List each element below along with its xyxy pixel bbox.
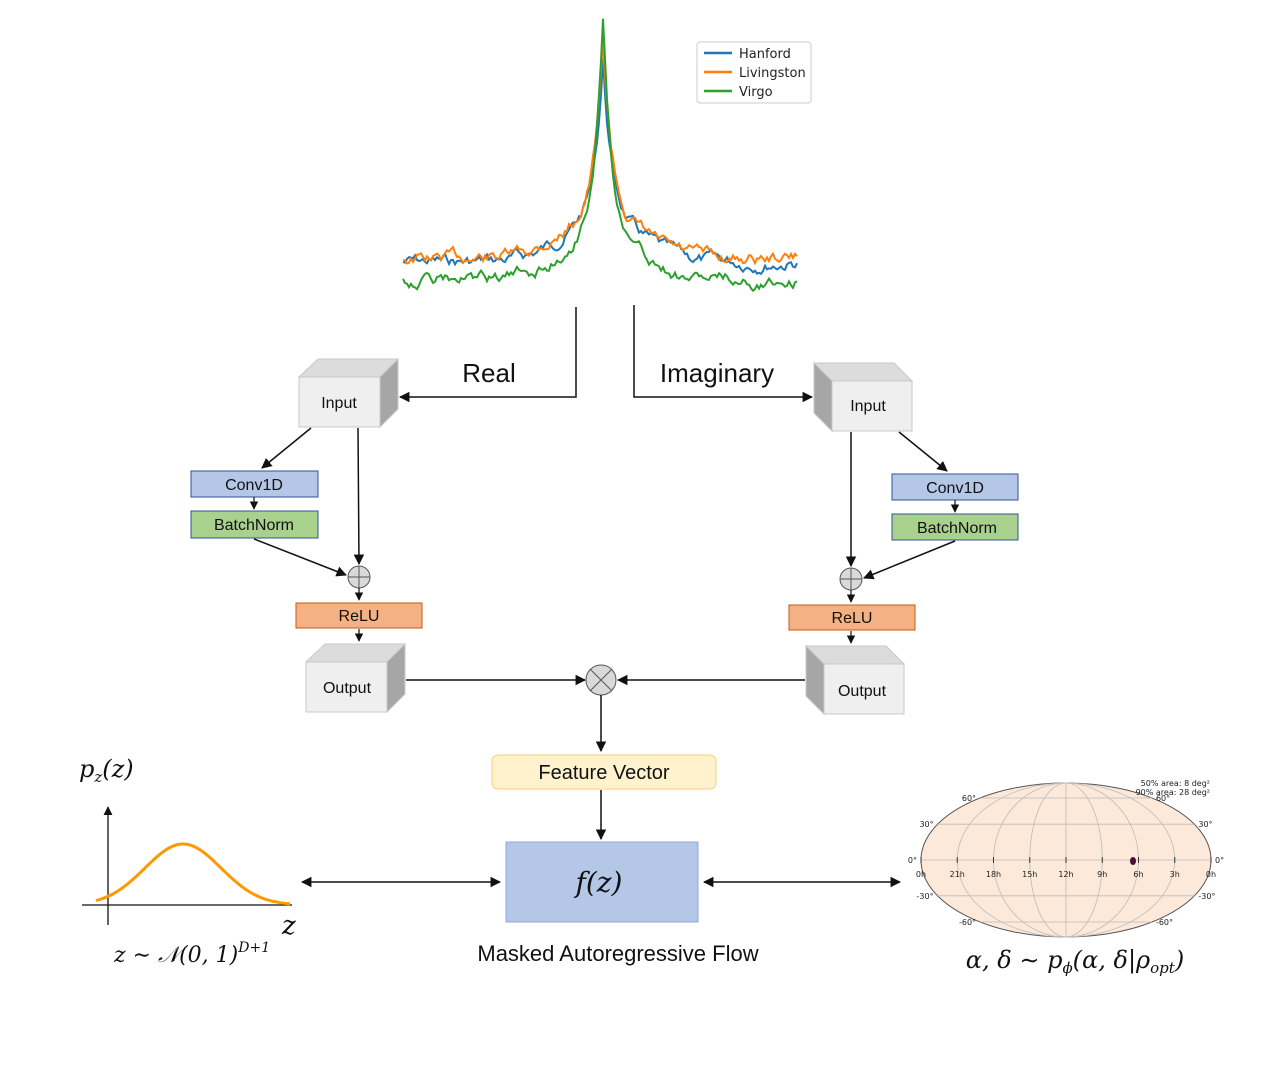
feature-vector-box [491,754,717,790]
prior-xlabel: z [281,911,296,941]
right-conv1d-label: Conv1D [926,480,984,497]
legend-label-virgo: Virgo [739,85,773,100]
right-conv1d-box [891,473,1019,501]
feature-vector-label: Feature Vector [538,762,670,784]
right-relu-label: ReLU [832,610,873,627]
arrow-right-bn-to-add [863,540,956,580]
prior-plot: pz(z) z z ∼ 𝒩(0, 1)D+1 [79,755,296,968]
skymap: 50% area: 8 deg² 90% area: 28 deg² 60° 30… [908,779,1224,977]
skymap-ra-label: 9h [1097,870,1107,879]
right-output-label: Output [838,683,887,700]
left-residual-block: Input Conv1D BatchNorm ReLU Output [190,357,423,714]
skymap-dec-label: -30° [1198,892,1215,901]
split-connectors: Real Imaginary [398,305,814,403]
skymap-dec-label: 30° [1198,820,1212,829]
skymap-dec-labels-left: 60° 30° 0° -30° -60° [908,794,976,927]
right-relu-box [788,604,916,631]
skymap-dec-label: -60° [1156,918,1173,927]
skymap-ra-label: 6h [1133,870,1143,879]
arrow-real-to-input [398,307,577,403]
skymap-ra-label: 3h [1170,870,1180,879]
skymap-ra-labels: 0h 21h 18h 15h 12h 9h 6h 3h 0h [916,857,1216,879]
skymap-dec-label: -60° [959,918,976,927]
skymap-ra-label: 0h [916,870,926,879]
skymap-dec-label: 0° [1215,856,1224,865]
merge-section: Feature Vector [406,664,805,841]
skymap-ra-label: 0h [1206,870,1216,879]
flow-section: f(z) Masked Autoregressive Flow [300,841,902,966]
label-real: Real [462,358,515,388]
left-input-cube: Input [297,357,400,429]
skymap-dec-label: 0° [908,856,917,865]
prior-caption: z ∼ 𝒩(0, 1)D+1 [113,940,270,968]
skymap-dec-labels-right: 60° 30° 0° -30° -60° [1156,794,1224,927]
flow-box [505,841,699,923]
right-batchnorm-label: BatchNorm [917,520,997,537]
arrow-left-skip [353,427,365,566]
flow-caption: Masked Autoregressive Flow [477,941,758,966]
skymap-area-50: 50% area: 8 deg² [1141,779,1210,788]
left-input-label: Input [321,395,357,412]
right-input-cube: Input [812,361,914,433]
right-output-cube: Output [804,644,906,716]
right-batchnorm-box [891,513,1019,541]
skymap-caption: α, δ ∼ pϕ(α, δ|ρopt) [966,946,1184,977]
arrow-left-bn-to-add [253,538,347,577]
waveform-series-virgo [402,18,798,293]
skymap-localization-blob [1130,857,1136,865]
left-relu-box [295,602,423,629]
left-add-node [347,565,371,589]
skymap-ra-label: 18h [986,870,1001,879]
skymap-dec-label: 30° [919,820,933,829]
skymap-dec-label: 60° [1156,794,1170,803]
right-residual-block: Input Conv1D BatchNorm ReLU Output [788,361,1019,716]
left-batchnorm-label: BatchNorm [214,517,294,534]
skymap-dec-label: -30° [917,892,934,901]
prior-gaussian-curve [95,842,291,906]
multiply-node [585,664,617,696]
arrow-imaginary-to-input [633,305,814,403]
flow-box-label: f(z) [574,866,623,899]
waveform-legend: Hanford Livingston Virgo [696,41,812,104]
arrow-left-input-to-conv [261,427,312,469]
skymap-ra-label: 21h [950,870,965,879]
waveform-plot [402,18,798,293]
prior-ylabel: pz(z) [79,755,134,786]
legend-label-hanford: Hanford [739,47,791,62]
skymap-area-90: 90% area: 28 deg² [1136,788,1210,797]
legend-box [696,41,812,104]
skymap-dec-label: 60° [962,794,976,803]
skymap-ra-label: 15h [1022,870,1037,879]
right-input-label: Input [850,398,886,415]
left-batchnorm-box [190,510,319,539]
legend-label-livingston: Livingston [739,66,806,81]
skymap-ra-label: 12h [1058,870,1073,879]
left-output-cube: Output [304,642,407,714]
right-add-node [839,567,863,591]
left-relu-label: ReLU [339,608,380,625]
left-output-label: Output [323,680,372,697]
waveform-series-hanford [402,58,798,276]
arrow-right-input-to-conv [898,431,948,472]
left-conv1d-label: Conv1D [225,477,283,494]
label-imaginary: Imaginary [660,358,774,388]
